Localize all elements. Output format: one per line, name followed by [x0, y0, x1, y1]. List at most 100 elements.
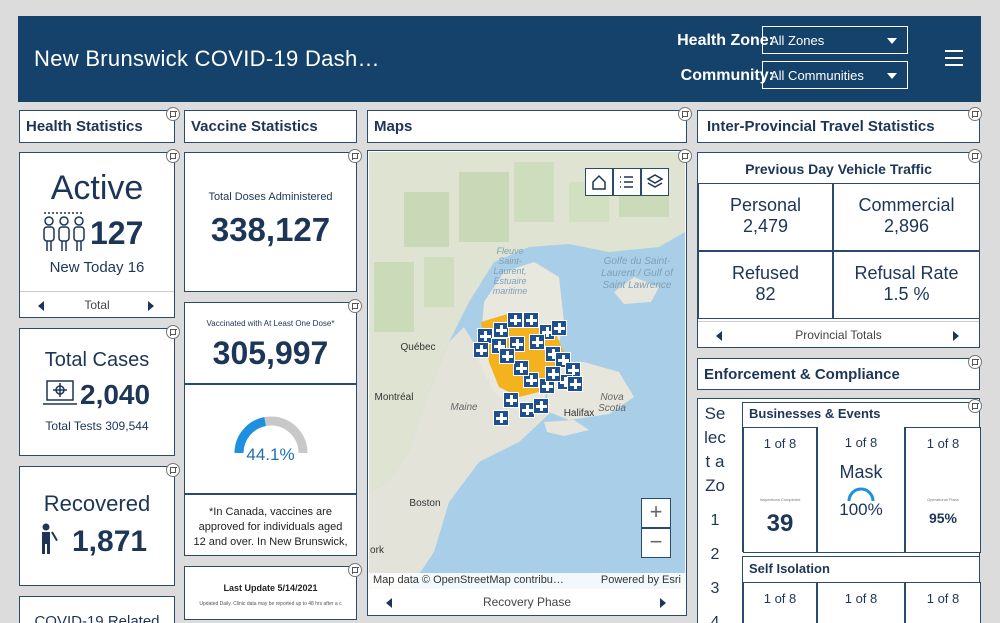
people-icon: [43, 212, 85, 251]
community-value: All Communities: [770, 68, 864, 83]
select-zone-line: Se: [704, 404, 726, 423]
map-label-montreal: Montréal: [374, 392, 414, 403]
chevron-left-icon[interactable]: [38, 301, 44, 311]
chevron-right-icon[interactable]: [148, 301, 154, 311]
clinic-marker-icon[interactable]: [507, 312, 523, 328]
clinic-marker-icon[interactable]: [493, 410, 509, 426]
expand-icon[interactable]: [348, 299, 362, 313]
zone-list: 1 2 3 4: [699, 504, 731, 623]
si-cell-2: 1 of 8: [817, 582, 905, 623]
clinic-marker-icon[interactable]: [503, 392, 519, 408]
vaccine-statistics-title: Vaccine Statistics: [184, 110, 357, 143]
expand-icon[interactable]: [968, 107, 982, 121]
select-zone-line: t a: [705, 452, 725, 471]
travel-subtitle: Previous Day Vehicle Traffic: [745, 161, 932, 177]
expand-icon[interactable]: [968, 399, 982, 413]
legend-button[interactable]: [613, 168, 641, 196]
commercial-value: 2,896: [883, 216, 930, 236]
one-dose-card: Vaccinated with At Least One Dose* 305,9…: [184, 302, 357, 384]
refusal-rate-cell: Refusal Rate 1.5 %: [833, 251, 980, 319]
clinic-marker-icon[interactable]: [473, 342, 489, 358]
health-zone-value: All Zones: [770, 33, 825, 48]
new-today: New Today 16: [49, 259, 145, 276]
one-dose-value: 305,997: [212, 335, 329, 371]
zone-item-2[interactable]: 2: [710, 546, 720, 563]
dashboard-title: New Brunswick COVID-19 Dash…: [34, 46, 380, 71]
clinic-marker-icon[interactable]: [519, 402, 535, 418]
businesses-title: Businesses & Events: [749, 406, 881, 421]
refused-label: Refused: [731, 263, 800, 283]
expand-icon[interactable]: [968, 149, 982, 163]
expand-icon[interactable]: [166, 107, 180, 121]
health-zone-select[interactable]: All Zones: [762, 26, 908, 54]
clinic-marker-icon[interactable]: [529, 334, 545, 350]
chevron-right-icon[interactable]: [953, 331, 959, 341]
last-update-sub: Updated Daily. Clinic data may be report…: [199, 601, 342, 607]
travel-nav-label: Provincial Totals: [795, 328, 882, 342]
businesses-card: Businesses & Events 1 of 8 Inspections C…: [742, 402, 981, 553]
mask-page[interactable]: 1 of 8: [844, 435, 878, 450]
one-dose-label: Vaccinated with At Least One Dose*: [206, 319, 335, 328]
zoom-in-button[interactable]: +: [641, 498, 671, 528]
zoom-out-button[interactable]: −: [641, 528, 671, 558]
commercial-label: Commercial: [858, 195, 955, 215]
total-doses-label: Total Doses Administered: [208, 191, 333, 203]
operational-page[interactable]: 1 of 8: [926, 436, 960, 451]
active-label: Active: [50, 169, 144, 207]
si-page-1[interactable]: 1 of 8: [763, 591, 797, 606]
self-isolation-card: Self Isolation 1 of 8 1 of 8 1 of 8: [742, 556, 981, 623]
clinic-marker-icon[interactable]: [551, 320, 567, 336]
inspections-value: 39: [766, 510, 794, 537]
chevron-right-icon[interactable]: [660, 598, 666, 608]
personal-value: 2,479: [742, 216, 789, 236]
clinic-marker-icon[interactable]: [567, 376, 583, 392]
expand-icon[interactable]: [968, 355, 982, 369]
recovered-value: 1,871: [72, 525, 148, 558]
menu-icon[interactable]: [945, 50, 963, 66]
map-view[interactable]: Fleuve Saint-Laurent, Estuaire maritime …: [369, 152, 685, 589]
map-navbar: Recovery Phase: [368, 589, 686, 615]
community-select[interactable]: All Communities: [762, 61, 908, 89]
zone-item-1[interactable]: 1: [710, 512, 720, 529]
inspections-label: Inspections Completed: [759, 497, 801, 502]
layers-button[interactable]: [641, 168, 669, 196]
operational-label: Operational Plans: [927, 497, 959, 502]
inspections-page[interactable]: 1 of 8: [763, 436, 797, 451]
clinic-marker-icon[interactable]: [545, 366, 561, 382]
expand-icon[interactable]: [348, 149, 362, 163]
clinic-marker-icon[interactable]: [533, 398, 549, 414]
select-zone-label: Se lec t a Zo: [699, 402, 731, 502]
expand-icon[interactable]: [678, 107, 692, 121]
total-cases-label: Total Cases: [44, 349, 150, 371]
refusal-rate-value: 1.5 %: [883, 284, 930, 304]
health-zone-label: Health Zone:: [677, 32, 774, 49]
chevron-left-icon[interactable]: [386, 598, 392, 608]
home-button[interactable]: [585, 168, 613, 196]
si-page-3[interactable]: 1 of 8: [926, 591, 960, 606]
chevron-left-icon[interactable]: [716, 331, 722, 341]
powered-by: Powered by Esri: [600, 574, 681, 586]
si-page-2[interactable]: 1 of 8: [844, 591, 878, 606]
mask-label: Mask: [839, 462, 883, 482]
travel-card: Previous Day Vehicle Traffic Personal 2,…: [697, 152, 980, 348]
zone-item-4[interactable]: 4: [710, 614, 720, 623]
map-label-quebec: Québec: [400, 342, 436, 353]
si-cell-3: 1 of 8: [905, 582, 981, 623]
map-label-nova-scotia: Nova Scotia: [598, 392, 626, 414]
clinic-marker-icon[interactable]: [499, 348, 515, 364]
expand-icon[interactable]: [166, 149, 180, 163]
expand-icon[interactable]: [166, 325, 180, 339]
recovered-card: Recovered 1,871: [19, 466, 175, 586]
expand-icon[interactable]: [678, 149, 692, 163]
person-icon: [42, 523, 58, 554]
self-isolation-title: Self Isolation: [749, 561, 830, 576]
clinic-marker-icon[interactable]: [493, 322, 509, 338]
expand-icon[interactable]: [348, 563, 362, 577]
clinic-marker-icon[interactable]: [523, 312, 539, 328]
zone-item-3[interactable]: 3: [710, 580, 720, 597]
map-label-maine: Maine: [450, 402, 478, 413]
expand-icon[interactable]: [166, 463, 180, 477]
clinic-marker-icon[interactable]: [513, 360, 529, 376]
clinic-marker-icon[interactable]: [523, 372, 539, 388]
gauge-fill: [234, 417, 267, 454]
